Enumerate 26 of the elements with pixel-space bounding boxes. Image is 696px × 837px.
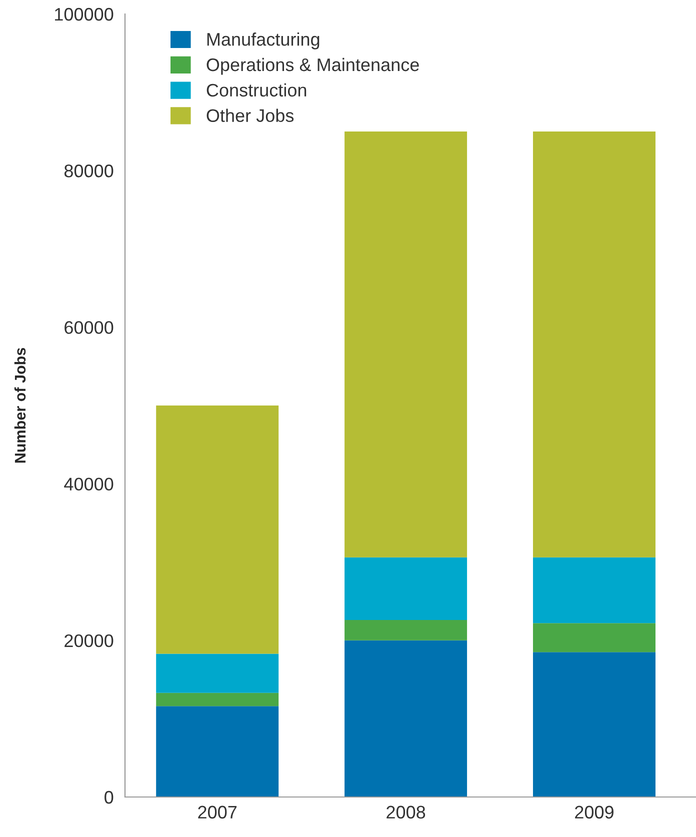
x-tick-label: 2007	[198, 806, 237, 819]
bar	[344, 131, 468, 558]
bar	[156, 654, 279, 693]
legend-label: Other Jobs	[206, 108, 294, 122]
bar	[156, 406, 279, 654]
y-tick-label: 80000	[64, 164, 114, 178]
y-axis-title: Number of Jobs	[14, 348, 26, 463]
legend-label: Manufacturing	[207, 32, 320, 50]
bar	[344, 640, 468, 797]
x-tick-label: 2008	[386, 806, 426, 819]
bar	[532, 652, 656, 797]
y-tick-label: 100000	[55, 8, 114, 21]
bar	[344, 620, 468, 640]
legend-label: Operations & Maintenance	[206, 58, 419, 75]
bar	[156, 692, 279, 706]
y-tick-label: 60000	[64, 321, 114, 334]
bar	[532, 557, 656, 624]
bar	[532, 623, 656, 652]
bar	[532, 131, 656, 558]
x-tick-label: 2009	[575, 806, 614, 819]
y-tick-label: 20000	[64, 634, 114, 648]
y-tick-label: 0	[104, 790, 114, 804]
legend-label: Construction	[206, 83, 306, 97]
y-tick-label: 40000	[64, 478, 114, 491]
bar	[344, 557, 468, 620]
bar	[156, 706, 279, 797]
